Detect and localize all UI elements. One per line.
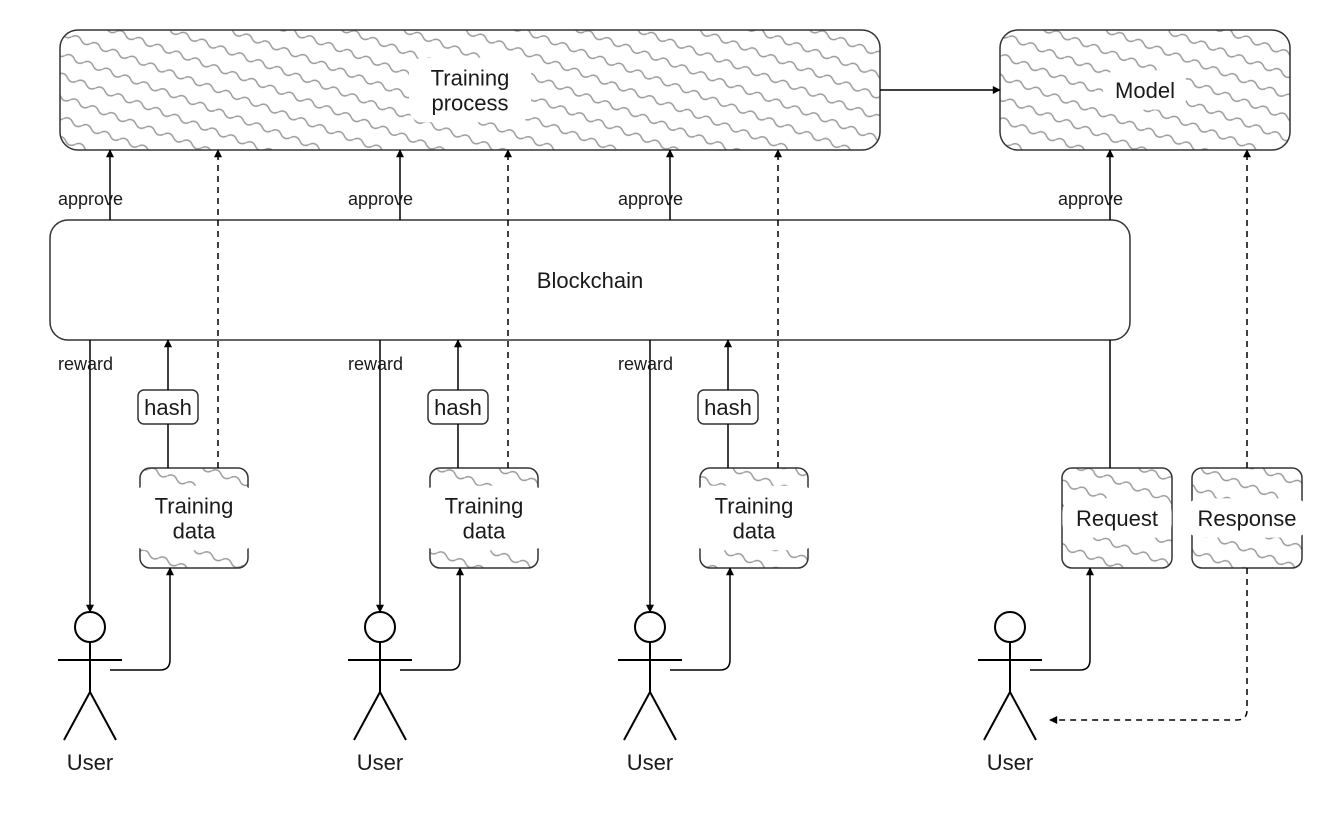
edge-label-reward2: reward bbox=[348, 354, 403, 374]
edge-label-approve2: approve bbox=[348, 189, 413, 209]
actor-label-user3: User bbox=[627, 750, 673, 775]
node-request: Request bbox=[1062, 468, 1172, 568]
node-hash2: hash bbox=[428, 390, 488, 424]
edge-label-reward3: reward bbox=[618, 354, 673, 374]
node-label-hash3: hash bbox=[704, 395, 752, 420]
edge-label-approve4: approve bbox=[1058, 189, 1123, 209]
actor-user4: User bbox=[978, 612, 1042, 775]
node-hash1: hash bbox=[138, 390, 198, 424]
edge-label-approve3: approve bbox=[618, 189, 683, 209]
actor-user1: User bbox=[58, 612, 122, 775]
node-label-model: Model bbox=[1115, 78, 1175, 103]
node-label-hash2: hash bbox=[434, 395, 482, 420]
node-label-training_process: Trainingprocess bbox=[431, 65, 510, 115]
node-response: Response bbox=[1186, 468, 1308, 568]
edge-user1_to_td1 bbox=[110, 568, 170, 670]
node-td1: Trainingdata bbox=[133, 468, 255, 568]
edge-resp_to_user4 bbox=[1050, 568, 1247, 720]
node-model: Model bbox=[1000, 30, 1290, 150]
node-label-blockchain: Blockchain bbox=[537, 268, 643, 293]
node-label-response: Response bbox=[1197, 506, 1296, 531]
actor-label-user1: User bbox=[67, 750, 113, 775]
edge-label-reward1: reward bbox=[58, 354, 113, 374]
actor-label-user2: User bbox=[357, 750, 403, 775]
node-blockchain: Blockchain bbox=[50, 220, 1130, 340]
node-label-hash1: hash bbox=[144, 395, 192, 420]
actor-user2: User bbox=[348, 612, 412, 775]
edge-user2_to_td2 bbox=[400, 568, 460, 670]
edge-user4_to_req bbox=[1030, 568, 1090, 670]
edge-user3_to_td3 bbox=[670, 568, 730, 670]
node-training_process: Trainingprocess bbox=[60, 30, 880, 150]
node-td3: Trainingdata bbox=[693, 468, 815, 568]
node-hash3: hash bbox=[698, 390, 758, 424]
actor-label-user4: User bbox=[987, 750, 1033, 775]
node-label-request: Request bbox=[1076, 506, 1158, 531]
actor-user3: User bbox=[618, 612, 682, 775]
node-td2: Trainingdata bbox=[423, 468, 545, 568]
edge-label-approve1: approve bbox=[58, 189, 123, 209]
